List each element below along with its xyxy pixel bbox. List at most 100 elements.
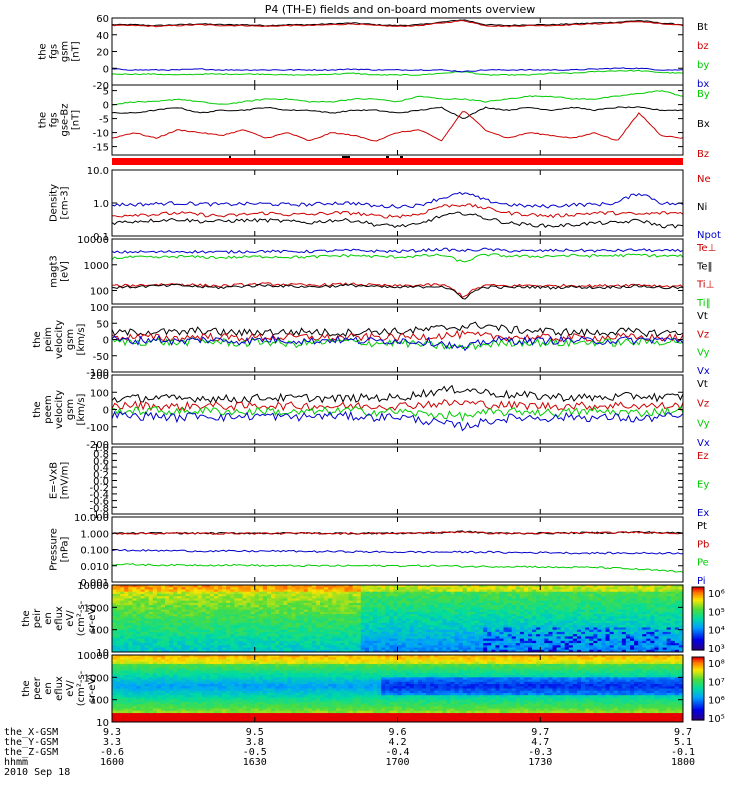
spectrogram-cell	[213, 611, 219, 615]
spectrogram-cell	[181, 605, 186, 608]
spectrogram-cell	[242, 643, 248, 646]
spectrogram-cell	[116, 609, 121, 613]
spectrogram-cell	[283, 585, 288, 588]
spectrogram-cell	[491, 587, 496, 590]
spectrogram-cell	[266, 618, 272, 622]
spectrogram-cell	[344, 602, 350, 606]
spectrogram-cell	[515, 629, 521, 633]
spectrogram-cell	[160, 622, 166, 626]
spectrogram-cell	[462, 596, 468, 599]
spectrogram-cell	[405, 638, 411, 642]
spectrogram-cell	[160, 688, 166, 692]
spectrogram-cell	[397, 618, 403, 622]
spectrogram-cell	[177, 645, 182, 649]
spectrogram-cell	[152, 713, 158, 716]
spectrogram-cell	[356, 622, 362, 626]
spectrogram-cell	[177, 625, 182, 628]
spectrogram-cell	[336, 649, 341, 653]
spectrogram-cell	[348, 640, 354, 644]
spectrogram-cell	[340, 636, 345, 640]
spectrogram-cell	[152, 655, 158, 658]
spectrogram-cell	[299, 622, 305, 626]
spectrogram-cell	[519, 596, 525, 599]
spectrogram-cell	[311, 616, 317, 619]
spectrogram-cell	[666, 616, 672, 619]
spectrogram-cell	[654, 647, 660, 651]
spectrogram-cell	[140, 679, 146, 683]
spectrogram-cell	[454, 649, 460, 653]
spectrogram-cell	[536, 602, 541, 606]
spectrogram-cell	[576, 591, 582, 595]
spectrogram-cell	[434, 627, 439, 631]
spectrogram-cell	[144, 602, 150, 606]
spectrogram-cell	[593, 585, 598, 588]
spectrogram-cell	[144, 672, 150, 676]
spectrogram-cell	[556, 589, 562, 593]
spectrogram-cell	[519, 636, 525, 640]
spectrogram-cell	[548, 647, 553, 651]
spectrogram-cell	[560, 609, 566, 613]
spectrogram-cell	[458, 598, 464, 602]
spectrogram-cell	[275, 645, 280, 649]
spectrogram-cell	[328, 618, 333, 622]
spectrogram-cell	[152, 710, 158, 714]
spectrogram-cell	[397, 631, 403, 635]
spectrogram-cell	[275, 631, 280, 635]
spectrogram-cell	[242, 625, 248, 628]
spectrogram-cell	[205, 618, 211, 622]
spectrogram-cell	[311, 629, 317, 633]
spectrogram-cell	[511, 587, 517, 590]
spectrogram-cell	[275, 609, 280, 613]
spectrogram-cell	[169, 634, 174, 637]
spectrogram-cell	[678, 625, 684, 628]
spectrogram-cell	[283, 587, 288, 590]
spectrogram-cell	[405, 605, 411, 608]
spectrogram-cell	[136, 690, 142, 694]
spectrogram-cell	[299, 625, 305, 628]
spectrogram-cell	[442, 620, 447, 624]
spectrogram-cell	[434, 600, 439, 604]
spectrogram-cell	[479, 643, 484, 646]
spectrogram-cell	[528, 634, 533, 637]
spectrogram-cell	[528, 609, 533, 613]
spectrogram-cell	[177, 587, 182, 590]
spectrogram-cell	[328, 605, 333, 608]
series-pressure-3	[111, 563, 684, 573]
spectrogram-cell	[634, 640, 639, 644]
spectrogram-cell	[536, 647, 541, 651]
spectrogram-cell	[454, 622, 460, 626]
spectrogram-cell	[528, 591, 533, 595]
spectrogram-cell	[177, 607, 182, 611]
spectrogram-cell	[470, 602, 476, 606]
spectrogram-cell	[528, 647, 533, 651]
spectrogram-cell	[218, 598, 223, 602]
spectrogram-cell	[638, 625, 643, 628]
spectrogram-cell	[466, 609, 472, 613]
spectrogram-cell	[124, 600, 129, 604]
spectrogram-cell	[352, 589, 358, 593]
colorbar-cell	[692, 591, 704, 594]
spectrogram-cell	[246, 602, 252, 606]
spectrogram-cell	[487, 625, 492, 628]
spectrogram-cell	[450, 605, 456, 608]
spectrogram-cell	[230, 598, 235, 602]
spectrogram-cell	[625, 638, 631, 642]
spectrogram-cell	[165, 661, 170, 665]
spectrogram-cell	[377, 618, 382, 622]
spectrogram-cell	[364, 598, 370, 602]
spectrogram-cell	[674, 645, 680, 649]
spectrogram-cell	[581, 598, 586, 602]
spectrogram-cell	[332, 640, 337, 644]
spectrogram-cell	[148, 659, 154, 663]
spectrogram-cell	[507, 600, 513, 604]
spectrogram-cell	[266, 629, 272, 633]
spectrogram-cell	[148, 717, 154, 721]
spectrogram-cell	[413, 620, 419, 624]
spectrogram-cell	[662, 596, 668, 599]
spectrogram-cell	[156, 663, 162, 667]
spectrogram-cell	[148, 629, 154, 633]
spectrogram-cell	[385, 607, 390, 611]
spectrogram-cell	[352, 591, 358, 595]
spectrogram-cell	[201, 591, 207, 595]
spectrogram-cell	[495, 629, 500, 633]
